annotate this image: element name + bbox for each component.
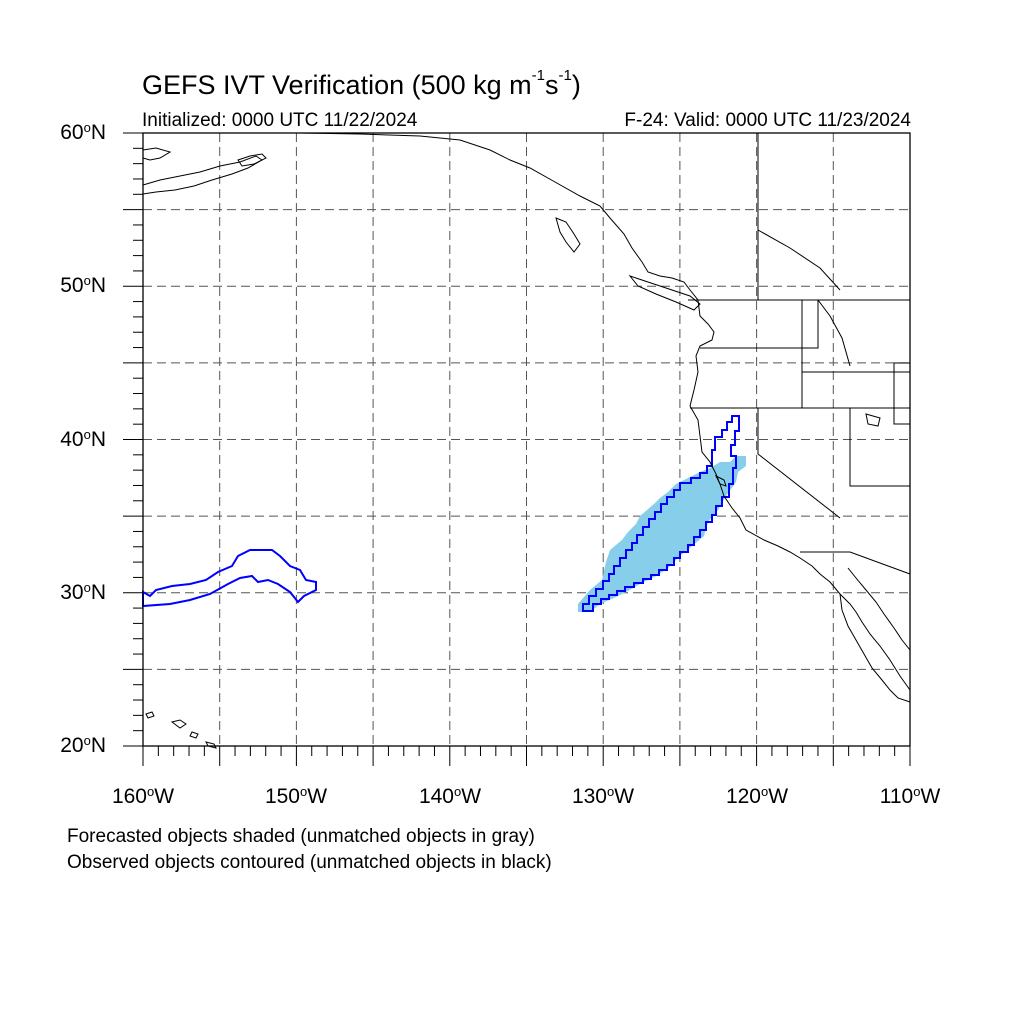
- lon-label-140w: 140oW: [418, 784, 482, 808]
- valid-time-label: F-24: Valid: 0000 UTC 11/23/2024: [624, 110, 911, 131]
- axis-ticks: [123, 132, 911, 766]
- lat-label-30: 30oN: [60, 580, 106, 604]
- lon-label-150w: 150oW: [264, 784, 328, 808]
- initialized-label: Initialized: 0000 UTC 11/22/2024: [142, 110, 418, 131]
- lon-label-160w: 160oW: [111, 784, 175, 808]
- observed-contour-ar: [582, 415, 740, 612]
- lat-label-50: 50oN: [60, 273, 106, 297]
- chart-title: GEFS IVT Verification (500 kg m-1s-1): [142, 67, 581, 100]
- observed-contour-pacific: [142, 549, 317, 608]
- lon-label-130w: 130oW: [571, 784, 635, 808]
- map-frame: [142, 132, 911, 747]
- forecast-object-shaded: [578, 456, 746, 612]
- lon-label-120w: 120oW: [725, 784, 789, 808]
- forecast-note: Forecasted objects shaded (unmatched obj…: [67, 826, 535, 847]
- state-boundaries: [688, 133, 911, 575]
- lon-label-110w: 110oW: [879, 784, 941, 808]
- gridlines: [143, 133, 910, 746]
- observed-note: Observed objects contoured (unmatched ob…: [67, 852, 552, 873]
- coastlines: [142, 132, 911, 749]
- lat-label-20: 20oN: [60, 733, 106, 757]
- lat-label-60: 60oN: [60, 120, 106, 144]
- lat-label-40: 40oN: [60, 427, 106, 451]
